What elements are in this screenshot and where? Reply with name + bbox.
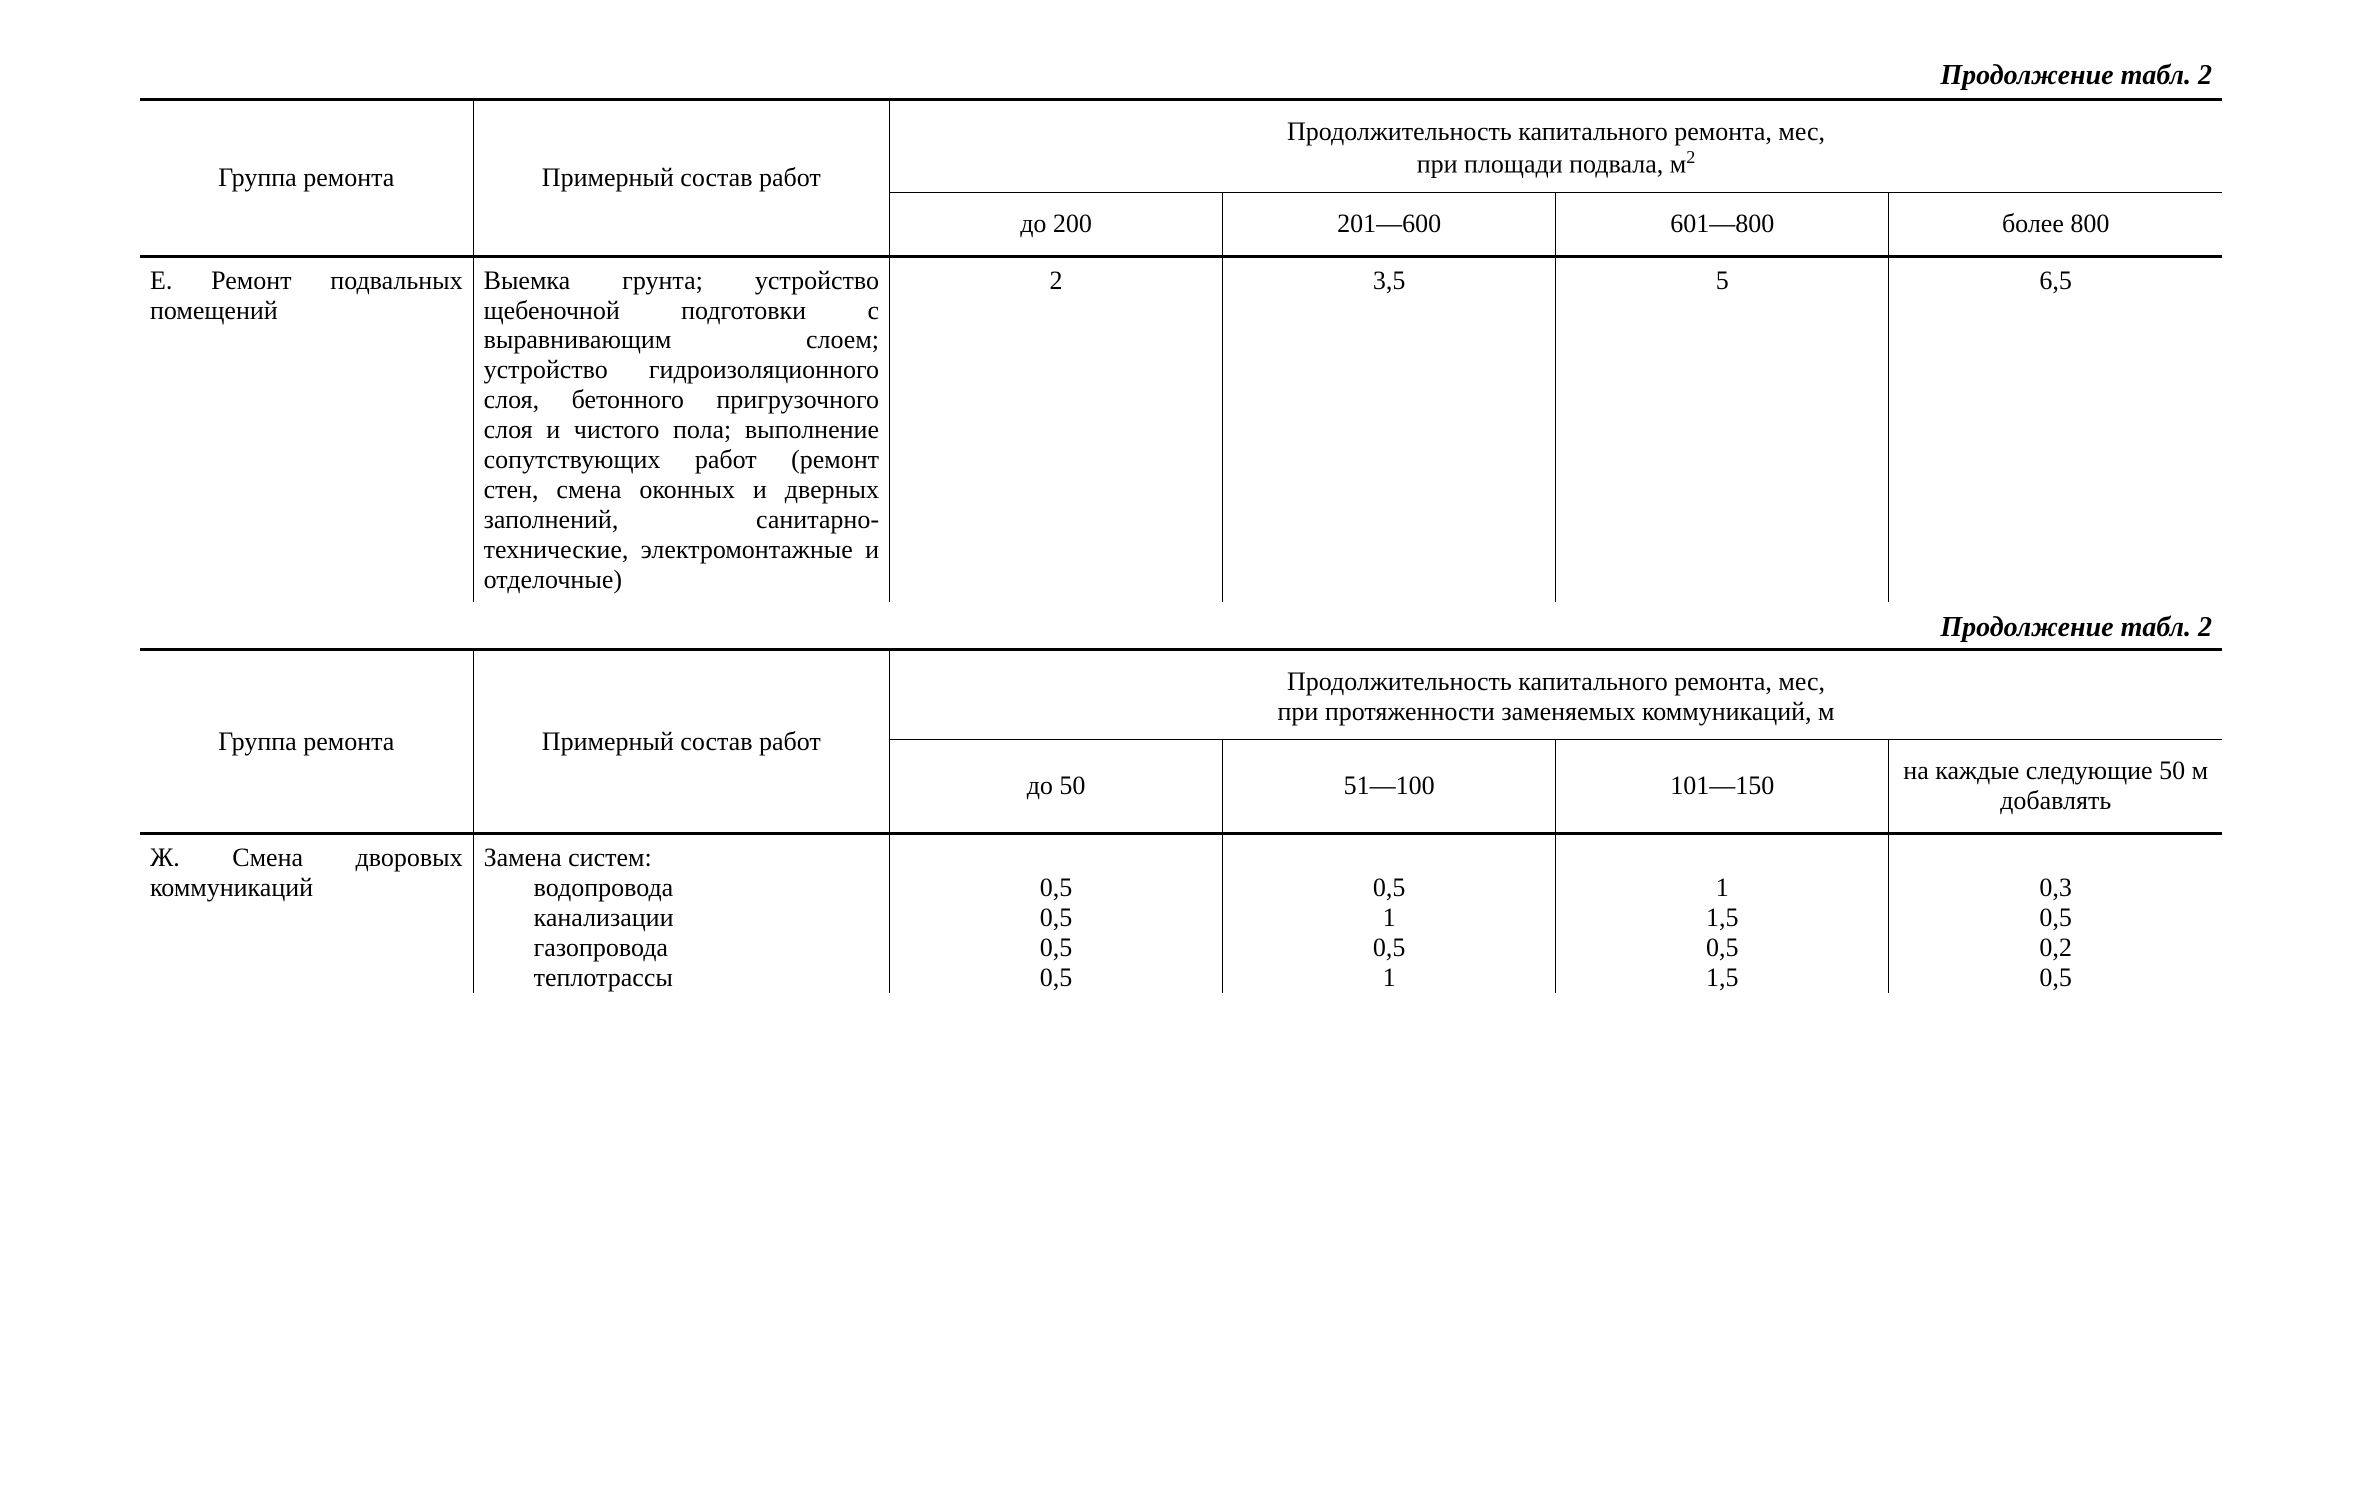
header-span-line1: Продолжительность капитального ремонта, …	[1287, 117, 1825, 146]
cell-value: 0,2	[1889, 933, 2222, 963]
cell-value: 0,3	[1889, 873, 2222, 903]
col-header-3: 101—150	[1556, 740, 1889, 834]
group-label: Е. Ремонт подвальных помещений	[150, 266, 463, 325]
col-header-4: на каждые следующие 50 м добавлять	[1889, 740, 2222, 834]
table-row-group: Ж. Смена дворовых коммуникаций	[140, 834, 473, 994]
table-row-works: Выемка грунта; устройство щебеночной под…	[473, 256, 889, 602]
cell-value: 0,5	[890, 933, 1223, 963]
works-item-label: теплотрассы	[473, 963, 889, 993]
cell-value-2: 3,5	[1223, 256, 1556, 602]
cell-value-3: 5	[1556, 256, 1889, 602]
works-intro: Замена систем:	[473, 834, 889, 874]
cell-value: 0,5	[890, 963, 1223, 993]
cell-value: 1	[1556, 873, 1889, 903]
header-span-line2: при площади подвала, м	[1417, 150, 1686, 179]
cell-value: 0,5	[1889, 963, 2222, 993]
cell-empty	[1223, 834, 1556, 874]
col-header-1: до 200	[890, 192, 1223, 256]
works-item-label: канализации	[473, 903, 889, 933]
col-header-2: 201—600	[1223, 192, 1556, 256]
cell-value: 0,5	[1223, 873, 1556, 903]
cell-value: 1,5	[1556, 903, 1889, 933]
table-caption-top: Продолжение табл. 2	[140, 60, 2222, 92]
cell-value: 0,5	[1223, 933, 1556, 963]
header-span-line1: Продолжительность капитального ремонта, …	[1287, 667, 1825, 696]
cell-value: 0,5	[1889, 903, 2222, 933]
works-item-label: водопровода	[473, 873, 889, 903]
col-header-4: более 800	[1889, 192, 2222, 256]
table-row-group: Е. Ремонт подвальных помещений	[140, 256, 473, 602]
cell-value: 0,5	[890, 873, 1223, 903]
cell-value: 1	[1223, 963, 1556, 993]
header-group: Группа ремонта	[140, 650, 473, 834]
cell-value-4: 6,5	[1889, 256, 2222, 602]
group-label: Ж. Смена дворовых коммуникаций	[150, 843, 463, 902]
header-span: Продолжительность капитального ремонта, …	[890, 100, 2223, 193]
cell-empty	[1556, 834, 1889, 874]
header-works: Примерный состав работ	[473, 650, 889, 834]
header-span: Продолжительность капитального ремонта, …	[890, 650, 2223, 740]
cell-value: 0,5	[890, 903, 1223, 933]
col-header-2: 51—100	[1223, 740, 1556, 834]
table-basement-repair: Группа ремонта Примерный состав работ Пр…	[140, 98, 2222, 602]
header-works: Примерный состав работ	[473, 100, 889, 257]
cell-value: 1	[1223, 903, 1556, 933]
cell-value: 1,5	[1556, 963, 1889, 993]
unit-superscript: 2	[1686, 147, 1695, 167]
works-item-label: газопровода	[473, 933, 889, 963]
header-span-line2: при протяженности заменяемых коммуникаци…	[1278, 697, 1835, 726]
table-yard-communications: Группа ремонта Примерный состав работ Пр…	[140, 648, 2222, 993]
col-header-3: 601—800	[1556, 192, 1889, 256]
cell-empty	[890, 834, 1223, 874]
header-group: Группа ремонта	[140, 100, 473, 257]
cell-value: 0,5	[1556, 933, 1889, 963]
table-caption-mid: Продолжение табл. 2	[140, 612, 2222, 644]
col-header-1: до 50	[890, 740, 1223, 834]
cell-value-1: 2	[890, 256, 1223, 602]
cell-empty	[1889, 834, 2222, 874]
